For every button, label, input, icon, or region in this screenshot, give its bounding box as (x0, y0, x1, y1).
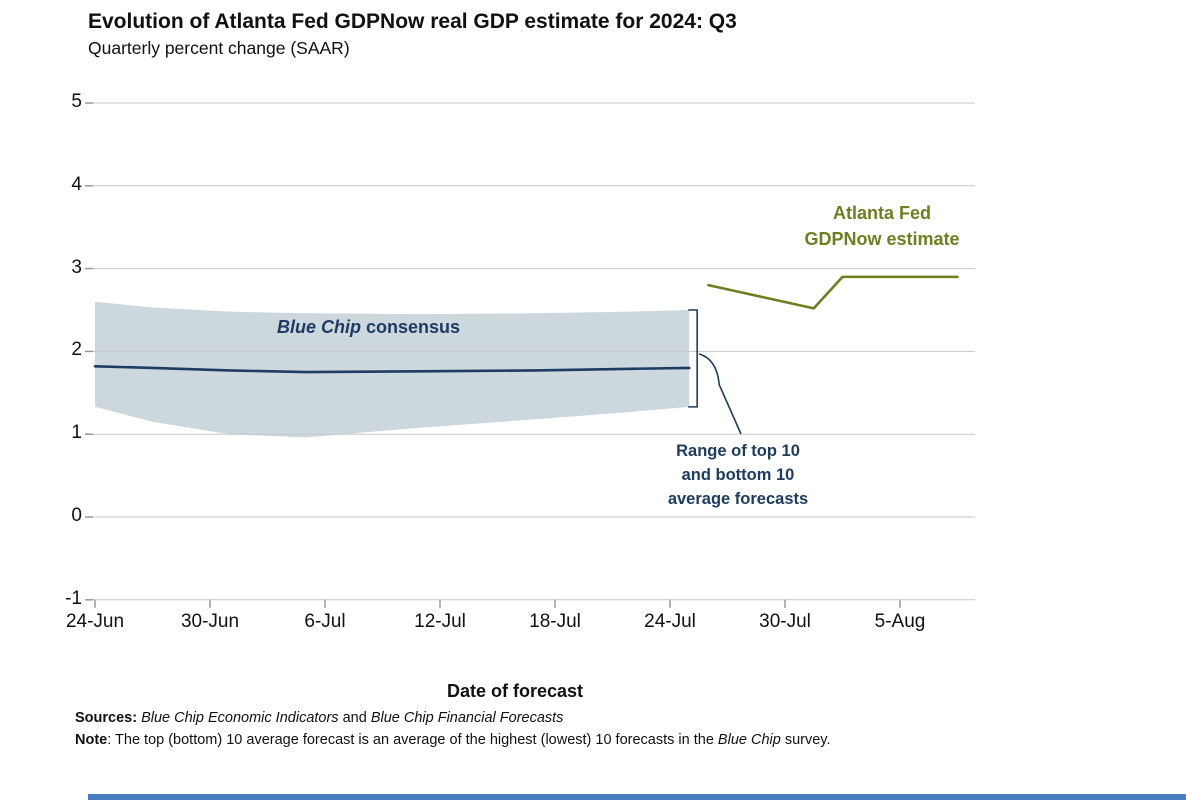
y-tick-label: 4 (30, 174, 82, 196)
y-tick-label: -1 (30, 588, 82, 610)
bottom-bar-decoration (88, 794, 1186, 800)
annotation-range-forecasts: Range of top 10 and bottom 10 average fo… (650, 440, 826, 512)
x-tick-label: 24-Jul (644, 611, 696, 633)
chart-canvas (0, 0, 1186, 800)
x-tick-label: 6-Jul (304, 611, 345, 633)
annotation-blue-chip-italic: Blue Chip (277, 317, 361, 337)
annotation-range-line1: Range of top 10 (650, 440, 826, 464)
annotation-blue-chip-rest: consensus (361, 317, 460, 337)
note-body-1: : The top (bottom) 10 average forecast i… (107, 732, 718, 748)
note-body-2: survey. (781, 732, 831, 748)
annotation-gdpnow-line2: GDPNow estimate (776, 226, 988, 252)
range-bracket (688, 310, 697, 407)
x-tick-label: 12-Jul (414, 611, 466, 633)
y-tick-label: 2 (30, 339, 82, 361)
sources-publication-2: Blue Chip Financial Forecasts (371, 710, 564, 726)
sources-line: Sources: Blue Chip Economic Indicators a… (75, 708, 920, 730)
y-tick-label: 5 (30, 91, 82, 113)
gdpnow-chart-page: Evolution of Atlanta Fed GDPNow real GDP… (0, 0, 1186, 800)
annotation-range-line2: and bottom 10 (650, 464, 826, 488)
y-tick-label: 0 (30, 505, 82, 527)
sources-label: Sources: (75, 710, 141, 726)
y-tick-label: 1 (30, 422, 82, 444)
annotation-blue-chip-consensus: Blue Chip consensus (277, 317, 460, 338)
note-line: Note: The top (bottom) 10 average foreca… (75, 730, 920, 752)
x-tick-label: 24-Jun (66, 611, 124, 633)
annotation-gdpnow-line1: Atlanta Fed (776, 200, 988, 226)
x-axis-title: Date of forecast (350, 681, 680, 702)
x-tick-label: 18-Jul (529, 611, 581, 633)
y-tick-label: 3 (30, 257, 82, 279)
x-tick-label: 30-Jun (181, 611, 239, 633)
x-tick-label: 30-Jul (759, 611, 811, 633)
gdpnow-line (708, 277, 957, 308)
footnotes: Sources: Blue Chip Economic Indicators a… (75, 708, 920, 752)
annotation-gdpnow-estimate: Atlanta Fed GDPNow estimate (776, 200, 988, 252)
sources-joiner: and (339, 710, 371, 726)
note-label: Note (75, 732, 107, 748)
x-tick-label: 5-Aug (875, 611, 926, 633)
range-pointer (699, 354, 741, 434)
sources-publication-1: Blue Chip Economic Indicators (141, 710, 338, 726)
note-publication: Blue Chip (718, 732, 781, 748)
annotation-range-line3: average forecasts (650, 488, 826, 512)
